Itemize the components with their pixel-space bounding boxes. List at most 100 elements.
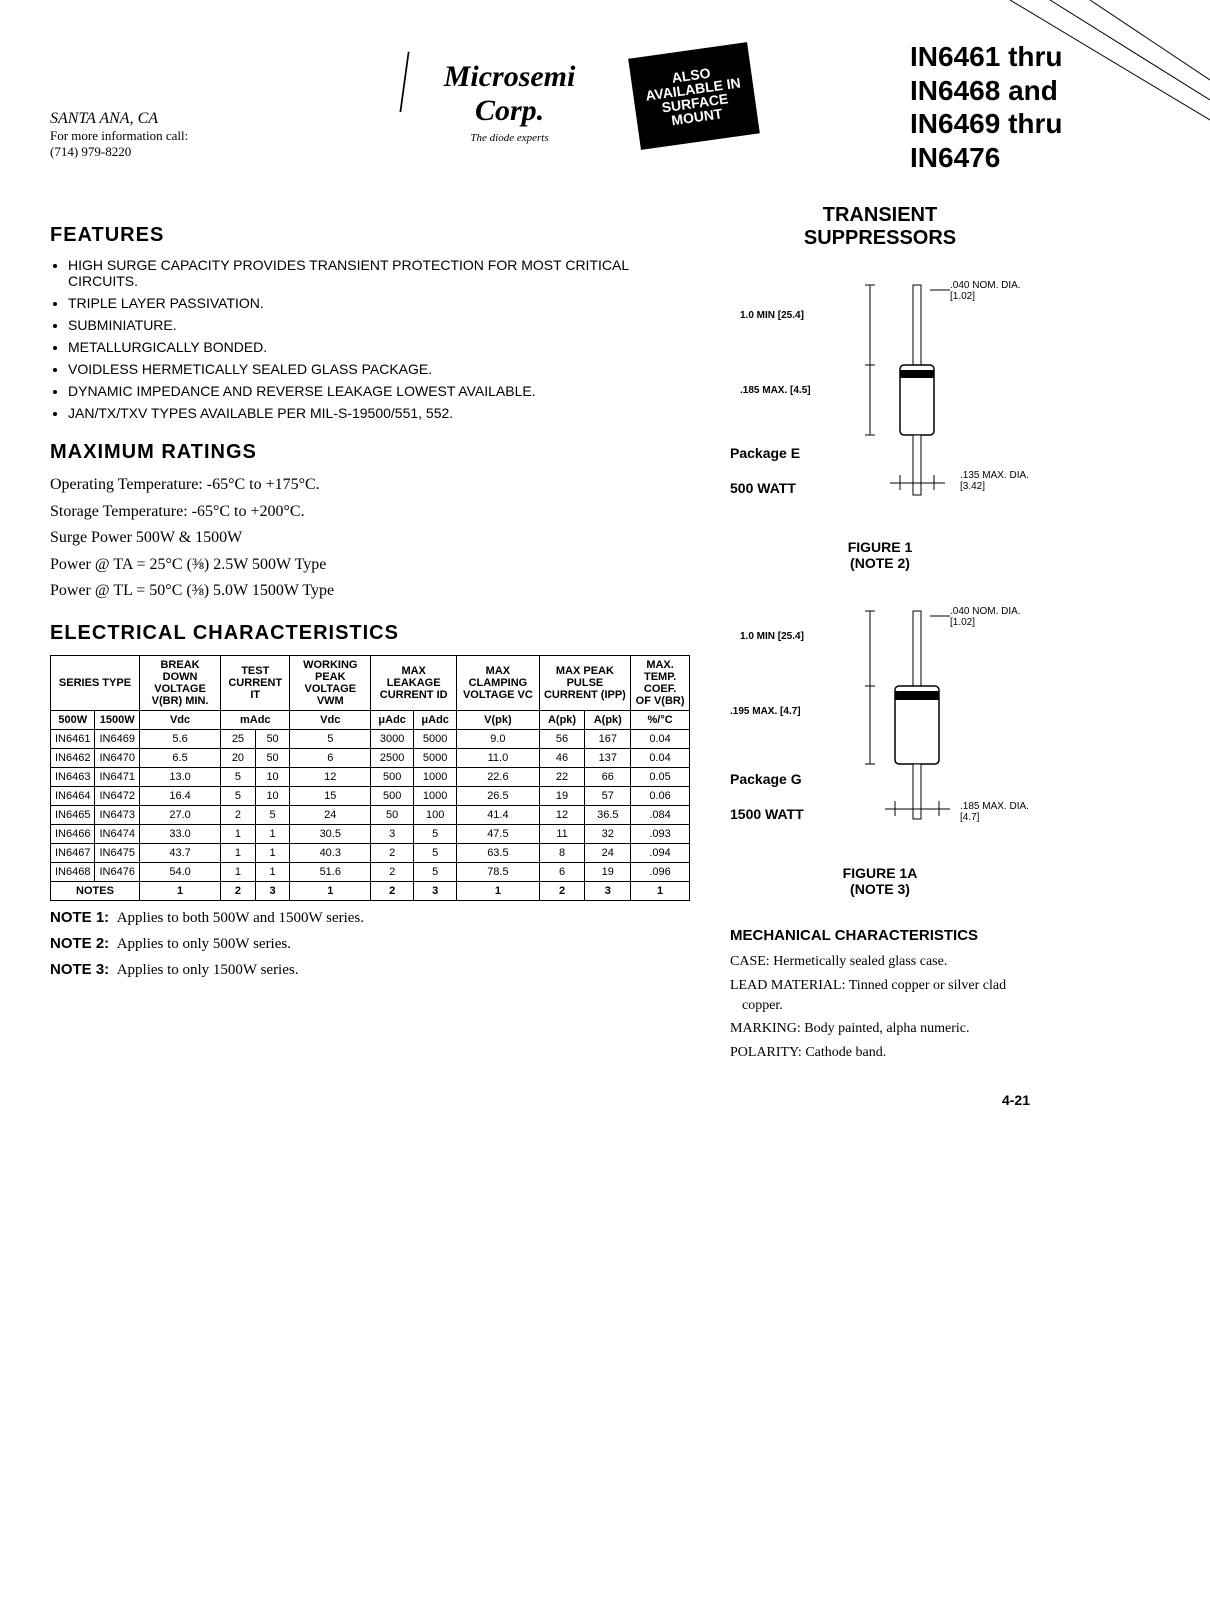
table-cell: IN6465	[51, 806, 95, 825]
surface-mount-badge: ALSO AVAILABLE IN SURFACE MOUNT	[628, 42, 760, 150]
table-row: IN6465IN647327.025245010041.41236.5.084	[51, 806, 690, 825]
table-cell: 54.0	[139, 863, 220, 882]
corner-decoration	[1010, 0, 1210, 200]
table-cell: 32	[585, 825, 631, 844]
phone-number: (714) 979-8220	[50, 144, 250, 160]
th: Vdc	[290, 711, 371, 730]
table-cell: IN6466	[51, 825, 95, 844]
th: mAdc	[221, 711, 290, 730]
table-cell: 5	[414, 844, 457, 863]
feature-item: DYNAMIC IMPEDANCE AND REVERSE LEAKAGE LO…	[68, 383, 690, 399]
table-cell: IN6467	[51, 844, 95, 863]
rating-line: Storage Temperature: -65°C to +200°C.	[50, 501, 690, 523]
dim-lead-min: 1.0 MIN [25.4]	[740, 631, 804, 642]
table-cell: 5000	[414, 730, 457, 749]
table-cell: 137	[585, 749, 631, 768]
table-cell: 5	[221, 787, 256, 806]
table-cell: IN6473	[95, 806, 139, 825]
company-block: / Microsemi Corp. The diode experts	[406, 40, 613, 146]
table-cell: 0.05	[631, 768, 690, 787]
feature-item: TRIPLE LAYER PASSIVATION.	[68, 295, 690, 311]
table-cell: 1	[255, 825, 290, 844]
rating-line: Surge Power 500W & 1500W	[50, 527, 690, 549]
table-cell: 19	[539, 787, 585, 806]
table-cell: 3	[371, 825, 414, 844]
table-cell: 56	[539, 730, 585, 749]
table-cell: 3000	[371, 730, 414, 749]
table-cell: 19	[585, 863, 631, 882]
figure-caption: FIGURE 1A(NOTE 3)	[730, 865, 1030, 897]
table-cell: 13.0	[139, 768, 220, 787]
table-cell: 0.04	[631, 749, 690, 768]
notes-label: NOTES	[51, 882, 140, 901]
table-cell: 9.0	[457, 730, 539, 749]
package-label: Package E	[730, 445, 800, 461]
table-cell: 63.5	[457, 844, 539, 863]
table-cell: .094	[631, 844, 690, 863]
note-cell: 1	[631, 882, 690, 901]
th: 1500W	[95, 711, 139, 730]
watt-label: 500 WATT	[730, 480, 796, 496]
table-cell: 25	[221, 730, 256, 749]
note-cell: 2	[539, 882, 585, 901]
dim-body-dia: .185 MAX. DIA. [4.7]	[960, 801, 1030, 823]
table-cell: 2	[371, 863, 414, 882]
table-cell: 22.6	[457, 768, 539, 787]
table-cell: IN6463	[51, 768, 95, 787]
th: μAdc	[414, 711, 457, 730]
th-test: TEST CURRENT IT	[221, 656, 290, 711]
table-cell: 167	[585, 730, 631, 749]
table-cell: 2	[371, 844, 414, 863]
th-clamp: MAX CLAMPING VOLTAGE VC	[457, 656, 539, 711]
table-cell: 1000	[414, 787, 457, 806]
table-cell: IN6468	[51, 863, 95, 882]
company-name: Microsemi Corp.	[444, 60, 576, 127]
table-cell: 11.0	[457, 749, 539, 768]
th-series: SERIES TYPE	[51, 656, 140, 711]
note-2: NOTE 2: Applies to only 500W series.	[50, 935, 690, 953]
features-title: FEATURES	[50, 224, 690, 247]
table-cell: 43.7	[139, 844, 220, 863]
table-row: IN6468IN647654.01151.62578.5619.096	[51, 863, 690, 882]
table-cell: IN6474	[95, 825, 139, 844]
table-cell: 6	[539, 863, 585, 882]
note-cell: 2	[371, 882, 414, 901]
table-cell: 1000	[414, 768, 457, 787]
th: A(pk)	[539, 711, 585, 730]
table-cell: IN6464	[51, 787, 95, 806]
th-temp: MAX. TEMP. COEF. OF V(BR)	[631, 656, 690, 711]
rating-line: Power @ TL = 50°C (⅜) 5.0W 1500W Type	[50, 580, 690, 602]
table-cell: IN6476	[95, 863, 139, 882]
th: 500W	[51, 711, 95, 730]
table-cell: 24	[290, 806, 371, 825]
table-subheader-row: 500W 1500W Vdc mAdc Vdc μAdc μAdc V(pk) …	[51, 711, 690, 730]
table-cell: 6	[290, 749, 371, 768]
mech-case: CASE: Hermetically sealed glass case.	[730, 952, 1030, 972]
part-number-title: IN6461 thru IN6468 and IN6469 thru IN647…	[910, 40, 1160, 174]
table-cell: 46	[539, 749, 585, 768]
table-cell: 10	[255, 768, 290, 787]
th-wpv: WORKING PEAK VOLTAGE VWM	[290, 656, 371, 711]
table-cell: IN6470	[95, 749, 139, 768]
table-cell: 50	[255, 730, 290, 749]
city: SANTA ANA, CA	[50, 110, 250, 128]
package-g-figure: .040 NOM. DIA. [1.02] 1.0 MIN [25.4] .19…	[730, 601, 1030, 897]
left-column: FEATURES HIGH SURGE CAPACITY PROVIDES TR…	[50, 204, 690, 1108]
contact-block: SANTA ANA, CA For more information call:…	[50, 40, 250, 160]
rating-line: Operating Temperature: -65°C to +175°C.	[50, 474, 690, 496]
table-row: IN6464IN647216.451015500100026.519570.06	[51, 787, 690, 806]
page-number: 4-21	[730, 1092, 1030, 1108]
table-cell: 33.0	[139, 825, 220, 844]
rating-line: Power @ TA = 25°C (⅜) 2.5W 500W Type	[50, 554, 690, 576]
table-cell: 1	[255, 844, 290, 863]
logo-block: / Microsemi Corp. The diode experts ALSO…	[250, 40, 910, 146]
dim-body-len: .185 MAX. [4.5]	[740, 385, 811, 396]
table-cell: 100	[414, 806, 457, 825]
table-cell: 12	[539, 806, 585, 825]
table-cell: 40.3	[290, 844, 371, 863]
table-cell: 51.6	[290, 863, 371, 882]
table-cell: 5000	[414, 749, 457, 768]
package-label: Package G	[730, 771, 802, 787]
table-header-row: SERIES TYPE BREAK DOWN VOLTAGE V(BR) MIN…	[51, 656, 690, 711]
package-e-figure: .040 NOM. DIA. [1.02] 1.0 MIN [25.4] .18…	[730, 275, 1030, 571]
